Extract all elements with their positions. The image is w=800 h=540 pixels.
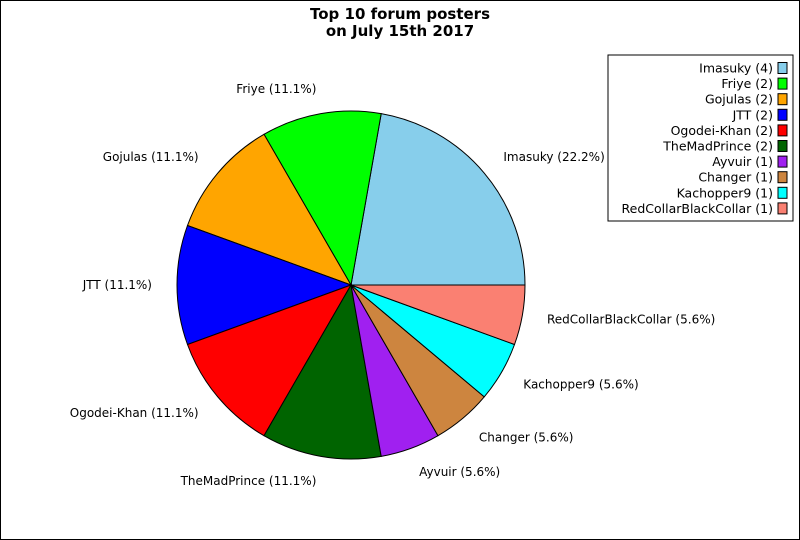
pie-slice-ogodei-khan	[186, 284, 353, 437]
pie-slice-themadprince	[263, 283, 382, 460]
legend-swatch-gojulas	[777, 93, 788, 106]
legend-swatch-changer	[777, 171, 788, 184]
legend-swatch-friye	[777, 77, 788, 90]
slice-label-friye: Friye (11.1%)	[236, 82, 316, 96]
slice-label-themadprince: TheMadPrince (11.1%)	[180, 474, 317, 488]
legend-entry-friye: Friye (2)	[721, 76, 773, 91]
legend-entry-redcollarblackcollar: RedCollarBlackCollar (1)	[622, 201, 774, 216]
legend-entry-jtt: JTT (2)	[732, 107, 773, 122]
pie-slice-redcollarblackcollar	[350, 284, 526, 346]
slice-label-ayvuir: Ayvuir (5.6%)	[419, 465, 500, 479]
legend-swatch-themadprince	[777, 140, 788, 152]
pie-slice-jtt	[176, 224, 353, 346]
slice-label-redcollarblackcollar: RedCollarBlackCollar (5.6%)	[547, 313, 715, 327]
legend-entry-changer: Changer (1)	[698, 170, 773, 185]
slice-label-changer: Changer (5.6%)	[479, 430, 574, 444]
legend-entry-kachopper9: Kachopper9 (1)	[677, 185, 773, 200]
slice-label-kachopper9: Kachopper9 (5.6%)	[523, 378, 638, 392]
legend: Imasuky (4)Friye (2)Gojulas (2)JTT (2)Og…	[607, 54, 794, 222]
legend-swatch-imasuky	[777, 62, 788, 74]
legend-box	[607, 54, 794, 222]
chart-title-line-1: Top 10 forum posters	[310, 5, 490, 23]
chart-title: Top 10 forum posters on July 15th 2017	[310, 5, 490, 40]
legend-swatch-jtt	[777, 108, 788, 121]
legend-swatch-ogodei-khan	[777, 124, 788, 137]
legend-entry-ogodei-khan: Ogodei-Khan (2)	[671, 123, 773, 138]
legend-entry-themadprince: TheMadPrince (2)	[662, 139, 773, 154]
legend-swatch-kachopper9	[777, 186, 788, 199]
slice-label-imasuky: Imasuky (22.2%)	[503, 150, 604, 164]
chart-title-line-2: on July 15th 2017	[326, 22, 474, 40]
slice-labels: Imasuky (22.2%) Friye (11.1%) Gojulas (11.…	[70, 82, 715, 488]
pie-slice-friye	[263, 110, 382, 287]
pie-slices	[176, 110, 526, 460]
legend-swatch-redcollarblackcollar	[777, 202, 788, 215]
slice-label-jtt: JTT (11.1%)	[82, 278, 152, 292]
pie-slice-gojulas	[186, 133, 353, 286]
slice-label-ogodei-khan: Ogodei-Khan (11.1%)	[70, 406, 199, 420]
pie-slice-imasuky	[350, 113, 526, 286]
legend-swatch-ayvuir	[777, 155, 788, 168]
legend-entry-imasuky: Imasuky (4)	[699, 61, 773, 76]
slice-label-gojulas: Gojulas (11.1%)	[103, 150, 199, 164]
legend-entry-gojulas: Gojulas (2)	[705, 92, 773, 107]
legend-entry-ayvuir: Ayvuir (1)	[712, 154, 773, 169]
